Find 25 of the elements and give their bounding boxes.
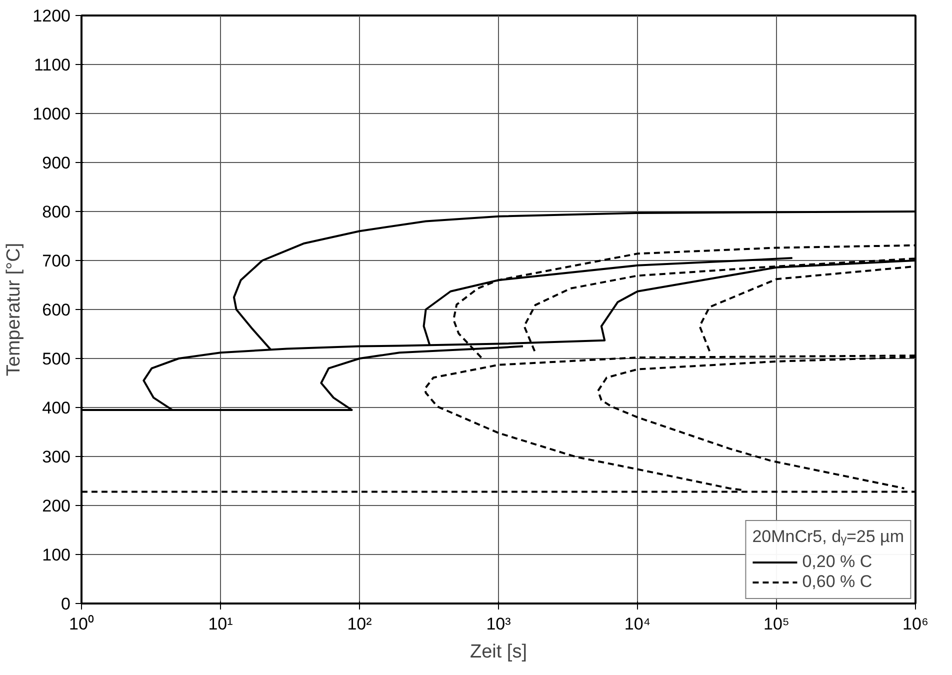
- x-axis-title: Zeit [s]: [470, 642, 528, 662]
- x-tick-label: 10²: [347, 614, 372, 634]
- y-axis-title: Temperatur [°C]: [4, 242, 25, 376]
- x-tick-label: 10⁶: [902, 614, 928, 634]
- legend-label: 0,60 % C: [802, 572, 872, 592]
- legend-title: 20MnCr5, dᵧ=25 µm: [752, 527, 904, 547]
- y-tick-label: 700: [42, 252, 71, 270]
- y-tick-label: 600: [42, 300, 71, 320]
- y-tick-label: 200: [42, 496, 71, 516]
- x-tick-label: 10³: [486, 614, 512, 634]
- y-tick-label: 1000: [32, 104, 71, 124]
- y-tick-label: 1100: [34, 56, 71, 74]
- y-tick-label: 1200: [32, 6, 71, 26]
- y-tick-label: 0: [61, 594, 71, 614]
- y-tick-label: 100: [42, 546, 71, 564]
- x-tick-label: 10¹: [208, 614, 234, 634]
- legend-label: 0,20 % C: [802, 552, 872, 572]
- x-tick-label: 10⁰: [69, 614, 94, 634]
- x-tick-label: 10⁵: [764, 614, 790, 634]
- y-tick-label: 900: [42, 154, 71, 172]
- x-tick-label: 10⁴: [624, 614, 651, 634]
- y-tick-label: 800: [42, 202, 71, 222]
- y-tick-label: 300: [42, 448, 71, 466]
- y-tick-label: 500: [42, 350, 71, 368]
- y-tick-label: 400: [42, 398, 71, 418]
